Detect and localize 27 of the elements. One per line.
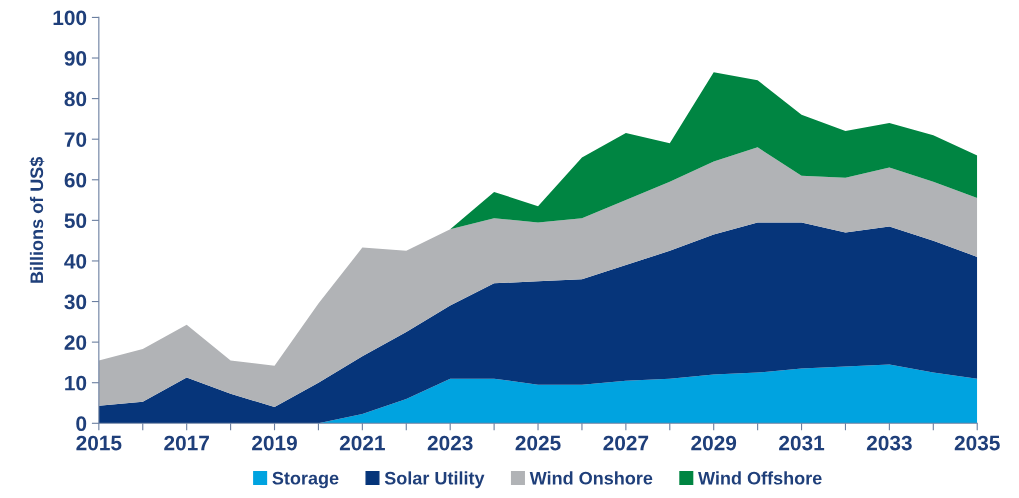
x-tick-label: 2017 bbox=[164, 435, 209, 451]
x-tick-label: 2035 bbox=[954, 435, 1000, 451]
x-tick-label: 2015 bbox=[76, 435, 122, 451]
y-tick-label: 70 bbox=[64, 132, 87, 147]
x-tick-label: 2025 bbox=[515, 435, 561, 451]
y-tick-label: 50 bbox=[64, 213, 87, 229]
y-tick-label: 90 bbox=[64, 51, 87, 66]
y-tick-label: 0 bbox=[76, 416, 87, 432]
legend-label: Wind Onshore bbox=[529, 471, 653, 485]
legend-label: Storage bbox=[272, 471, 339, 489]
x-tick-label: 2033 bbox=[866, 435, 912, 451]
x-tick-label: 2021 bbox=[339, 435, 385, 451]
y-tick-label: 40 bbox=[64, 253, 87, 269]
y-tick-label: 10 bbox=[65, 375, 87, 391]
x-tick-label: 2019 bbox=[252, 435, 297, 451]
x-tick-label: 2023 bbox=[427, 435, 473, 451]
x-tick-label: 2029 bbox=[691, 435, 737, 451]
y-tick-label: 60 bbox=[64, 172, 87, 188]
y-tick-label: 20 bbox=[64, 335, 87, 350]
y-axis-title: Billions of US$ bbox=[29, 156, 45, 283]
y-tick-label: 30 bbox=[64, 294, 87, 310]
y-tick-label: 80 bbox=[64, 91, 87, 107]
legend-label: Wind Offshore bbox=[698, 471, 822, 485]
x-tick-label: 2027 bbox=[603, 435, 649, 451]
legend-label: Solar Utility bbox=[384, 471, 485, 489]
y-tick-label: 100 bbox=[53, 10, 87, 26]
x-tick-label: 2031 bbox=[779, 435, 825, 451]
